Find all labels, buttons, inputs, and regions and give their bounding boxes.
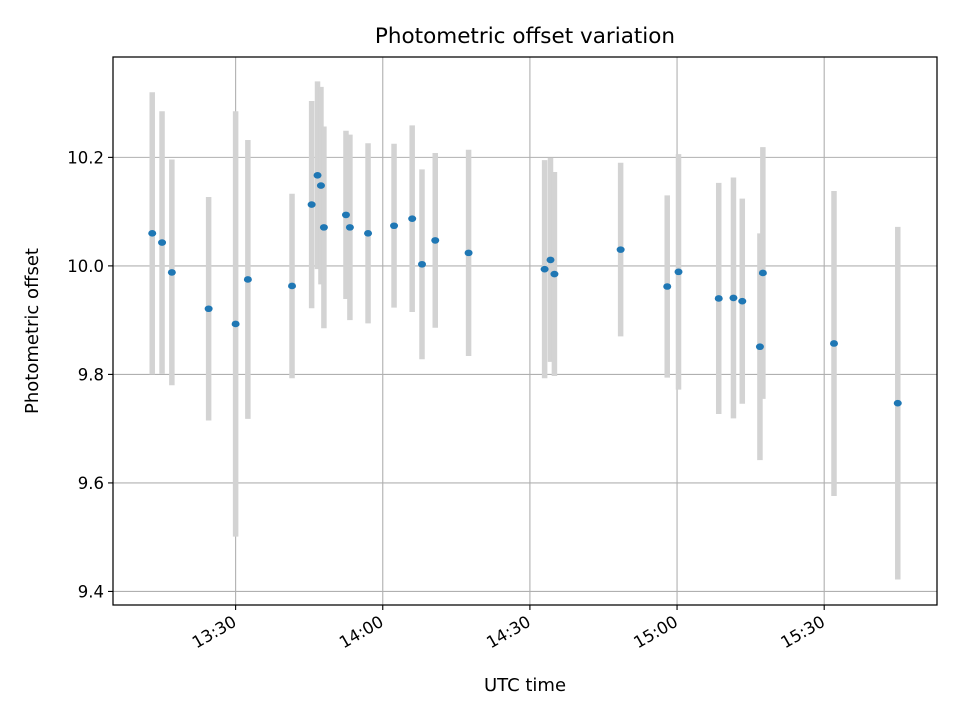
data-point (390, 222, 399, 230)
data-point (758, 269, 767, 277)
y-tick-label: 9.8 (78, 365, 104, 384)
y-tick-label: 10.2 (67, 148, 104, 167)
data-point (231, 320, 240, 328)
data-point (755, 343, 764, 351)
data-point (341, 211, 350, 219)
data-point (729, 294, 738, 302)
data-point (158, 239, 167, 246)
y-tick-label: 9.6 (78, 474, 104, 493)
data-point (540, 265, 549, 273)
data-point (204, 305, 213, 313)
data-point (316, 182, 325, 189)
data-point (364, 230, 373, 237)
plot-frame (112, 56, 938, 606)
data-point (546, 256, 555, 264)
data-point (616, 246, 625, 253)
data-point (345, 224, 354, 231)
data-point (674, 268, 683, 276)
data-point (464, 249, 473, 257)
chart-title: Photometric offset variation (375, 24, 675, 49)
data-point (418, 260, 426, 268)
data-point (408, 215, 417, 222)
y-tick-label: 9.4 (78, 582, 104, 601)
y-axis: 9.4 9.6 9.8 10.0 10.2 (67, 148, 113, 601)
data-point (313, 171, 322, 179)
data-point (663, 283, 672, 290)
data-point (319, 224, 328, 231)
data-point (243, 276, 252, 283)
data-point (714, 295, 723, 302)
y-axis-label: Photometric offset (22, 248, 43, 414)
data-point (830, 340, 838, 347)
data-points (148, 171, 902, 407)
data-point (893, 399, 902, 407)
data-point (550, 270, 559, 278)
data-point (288, 282, 297, 290)
data-point (738, 297, 747, 305)
data-point (307, 201, 316, 208)
data-point (148, 230, 157, 237)
x-axis-label: UTC time (484, 675, 566, 696)
data-point (167, 269, 176, 276)
y-tick-label: 10.0 (67, 257, 104, 276)
data-point (431, 237, 440, 244)
